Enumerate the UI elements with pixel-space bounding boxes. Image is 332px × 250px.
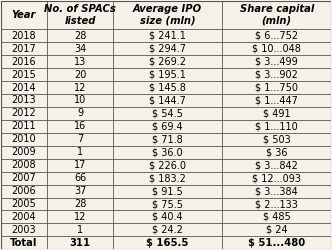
Text: $ 75.5: $ 75.5 xyxy=(152,199,183,209)
Text: 1: 1 xyxy=(77,225,83,235)
Text: 2011: 2011 xyxy=(12,121,36,131)
Text: $ 503: $ 503 xyxy=(263,134,290,144)
Text: No. of SPACs
listed: No. of SPACs listed xyxy=(44,4,116,26)
Text: 2008: 2008 xyxy=(12,160,36,170)
Text: 28: 28 xyxy=(74,199,86,209)
Text: 12: 12 xyxy=(74,82,86,92)
Text: $ 165.5: $ 165.5 xyxy=(146,238,189,248)
Text: 2003: 2003 xyxy=(12,225,36,235)
Text: 34: 34 xyxy=(74,44,86,54)
Text: 17: 17 xyxy=(74,160,86,170)
Text: Total: Total xyxy=(10,238,38,248)
Text: 10: 10 xyxy=(74,96,86,106)
Text: $ 1...750: $ 1...750 xyxy=(255,82,298,92)
Text: 2012: 2012 xyxy=(12,108,36,118)
Text: 2013: 2013 xyxy=(12,96,36,106)
Text: 66: 66 xyxy=(74,173,86,183)
Text: 7: 7 xyxy=(77,134,83,144)
Text: $ 36.0: $ 36.0 xyxy=(152,147,183,157)
Text: $ 3...499: $ 3...499 xyxy=(255,57,298,67)
Text: $ 51...480: $ 51...480 xyxy=(248,238,305,248)
Text: 2015: 2015 xyxy=(12,70,36,80)
Text: 2009: 2009 xyxy=(12,147,36,157)
Text: $ 54.5: $ 54.5 xyxy=(152,108,183,118)
Text: 2017: 2017 xyxy=(12,44,36,54)
Text: $ 71.8: $ 71.8 xyxy=(152,134,183,144)
Text: 13: 13 xyxy=(74,57,86,67)
Text: $ 145.8: $ 145.8 xyxy=(149,82,186,92)
Text: $ 485: $ 485 xyxy=(263,212,290,222)
Text: $ 2...133: $ 2...133 xyxy=(255,199,298,209)
Text: $ 91.5: $ 91.5 xyxy=(152,186,183,196)
Text: 2007: 2007 xyxy=(12,173,36,183)
Text: $ 195.1: $ 195.1 xyxy=(149,70,186,80)
Text: 1: 1 xyxy=(77,147,83,157)
Text: 16: 16 xyxy=(74,121,86,131)
Text: $ 24.2: $ 24.2 xyxy=(152,225,183,235)
Text: $ 6...752: $ 6...752 xyxy=(255,31,298,41)
Text: $ 24: $ 24 xyxy=(266,225,288,235)
Text: 2016: 2016 xyxy=(12,57,36,67)
Text: $ 241.1: $ 241.1 xyxy=(149,31,186,41)
Text: $ 3...902: $ 3...902 xyxy=(255,70,298,80)
Text: 311: 311 xyxy=(69,238,91,248)
Text: 37: 37 xyxy=(74,186,86,196)
Text: $ 40.4: $ 40.4 xyxy=(152,212,183,222)
Text: $ 144.7: $ 144.7 xyxy=(149,96,186,106)
Text: Average IPO
size (mln): Average IPO size (mln) xyxy=(133,4,202,26)
Text: 2006: 2006 xyxy=(12,186,36,196)
Text: 28: 28 xyxy=(74,31,86,41)
Text: $ 36: $ 36 xyxy=(266,147,288,157)
Text: 12: 12 xyxy=(74,212,86,222)
Text: 2005: 2005 xyxy=(12,199,36,209)
Text: $ 294.7: $ 294.7 xyxy=(149,44,186,54)
Text: 20: 20 xyxy=(74,70,86,80)
Text: 2010: 2010 xyxy=(12,134,36,144)
Text: $ 1...110: $ 1...110 xyxy=(255,121,298,131)
Text: $ 226.0: $ 226.0 xyxy=(149,160,186,170)
Text: Year: Year xyxy=(12,10,36,20)
Text: 2018: 2018 xyxy=(12,31,36,41)
Text: $ 12...093: $ 12...093 xyxy=(252,173,301,183)
Text: Share capital
(mln): Share capital (mln) xyxy=(240,4,314,26)
Text: $ 3...384: $ 3...384 xyxy=(255,186,298,196)
Text: $ 1...447: $ 1...447 xyxy=(255,96,298,106)
Text: 2014: 2014 xyxy=(12,82,36,92)
Text: $ 491: $ 491 xyxy=(263,108,290,118)
Text: 9: 9 xyxy=(77,108,83,118)
Text: 2004: 2004 xyxy=(12,212,36,222)
Text: $ 3...842: $ 3...842 xyxy=(255,160,298,170)
Text: $ 269.2: $ 269.2 xyxy=(149,57,186,67)
Text: $ 10...048: $ 10...048 xyxy=(252,44,301,54)
Text: $ 183.2: $ 183.2 xyxy=(149,173,186,183)
Text: $ 69.4: $ 69.4 xyxy=(152,121,183,131)
